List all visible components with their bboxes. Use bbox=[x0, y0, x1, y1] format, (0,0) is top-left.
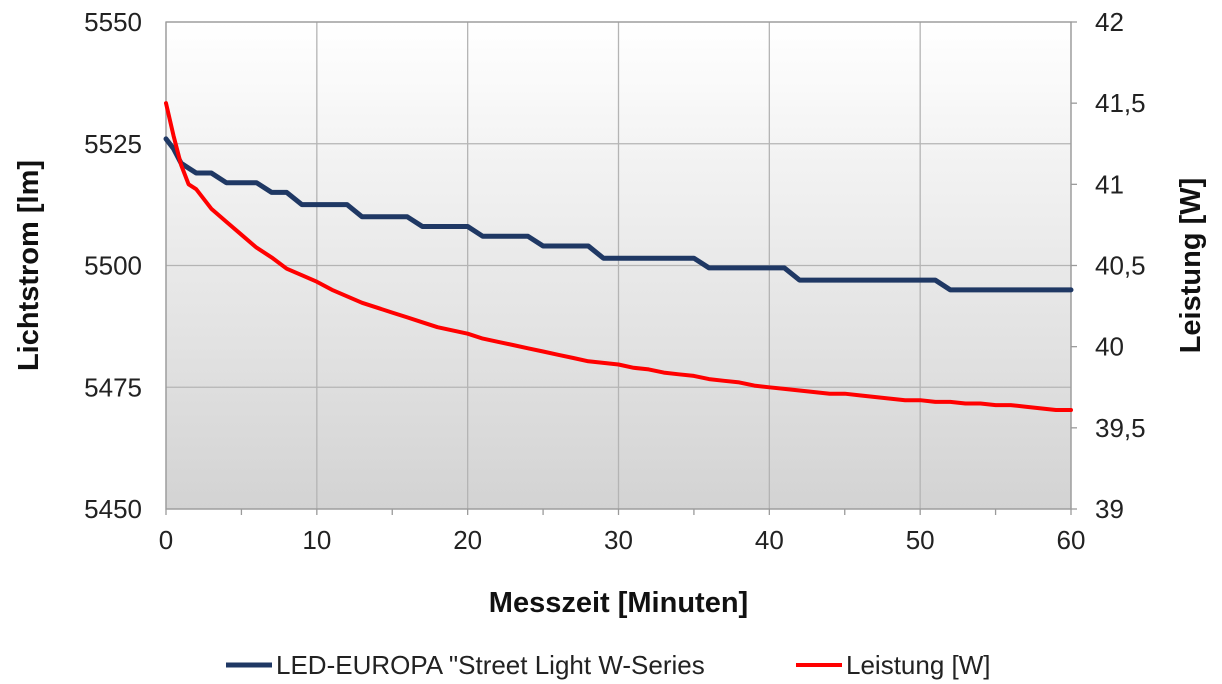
x-tick-label: 50 bbox=[906, 525, 935, 555]
x-tick-label: 0 bbox=[159, 525, 173, 555]
y-right-tick-label: 40 bbox=[1095, 332, 1124, 362]
y-left-tick-label: 5500 bbox=[84, 251, 142, 281]
x-tick-label: 10 bbox=[302, 525, 331, 555]
legend: LED-EUROPA "Street Light W-Series Leistu… bbox=[226, 650, 991, 680]
series-layer bbox=[163, 101, 1074, 412]
y-right-tick-label: 39 bbox=[1095, 494, 1124, 524]
x-axis-title: Messzeit [Minuten] bbox=[489, 587, 748, 619]
y-right-tick-label: 41,5 bbox=[1095, 88, 1146, 118]
y-right-tick-label: 39,5 bbox=[1095, 413, 1146, 443]
y-left-tick-label: 5450 bbox=[84, 494, 142, 524]
x-tick-label: 30 bbox=[604, 525, 633, 555]
series-line-power bbox=[164, 101, 1073, 412]
series-line-luminous-flux bbox=[163, 136, 1074, 293]
legend-label-luminous-flux: LED-EUROPA "Street Light W-Series bbox=[276, 650, 705, 680]
tick-labels: 0 10 20 30 40 50 60 5450 5475 5500 5525 5550 39 39,5 4… bbox=[84, 7, 1145, 555]
x-tick-label: 40 bbox=[755, 525, 784, 555]
legend-label-power: Leistung [W] bbox=[846, 650, 991, 680]
x-tick-label: 60 bbox=[1057, 525, 1086, 555]
y-left-tick-label: 5475 bbox=[84, 372, 142, 402]
y-right-tick-label: 41 bbox=[1095, 169, 1124, 199]
y-axis-left-title: Lichtstrom [lm] bbox=[13, 160, 45, 371]
y-right-tick-label: 40,5 bbox=[1095, 251, 1146, 281]
y-right-tick-label: 42 bbox=[1095, 7, 1124, 37]
y-axis-right-title: Leistung [W] bbox=[1175, 178, 1207, 354]
y-left-tick-label: 5525 bbox=[84, 129, 142, 159]
y-left-tick-label: 5550 bbox=[84, 7, 142, 37]
x-tick-label: 20 bbox=[453, 525, 482, 555]
